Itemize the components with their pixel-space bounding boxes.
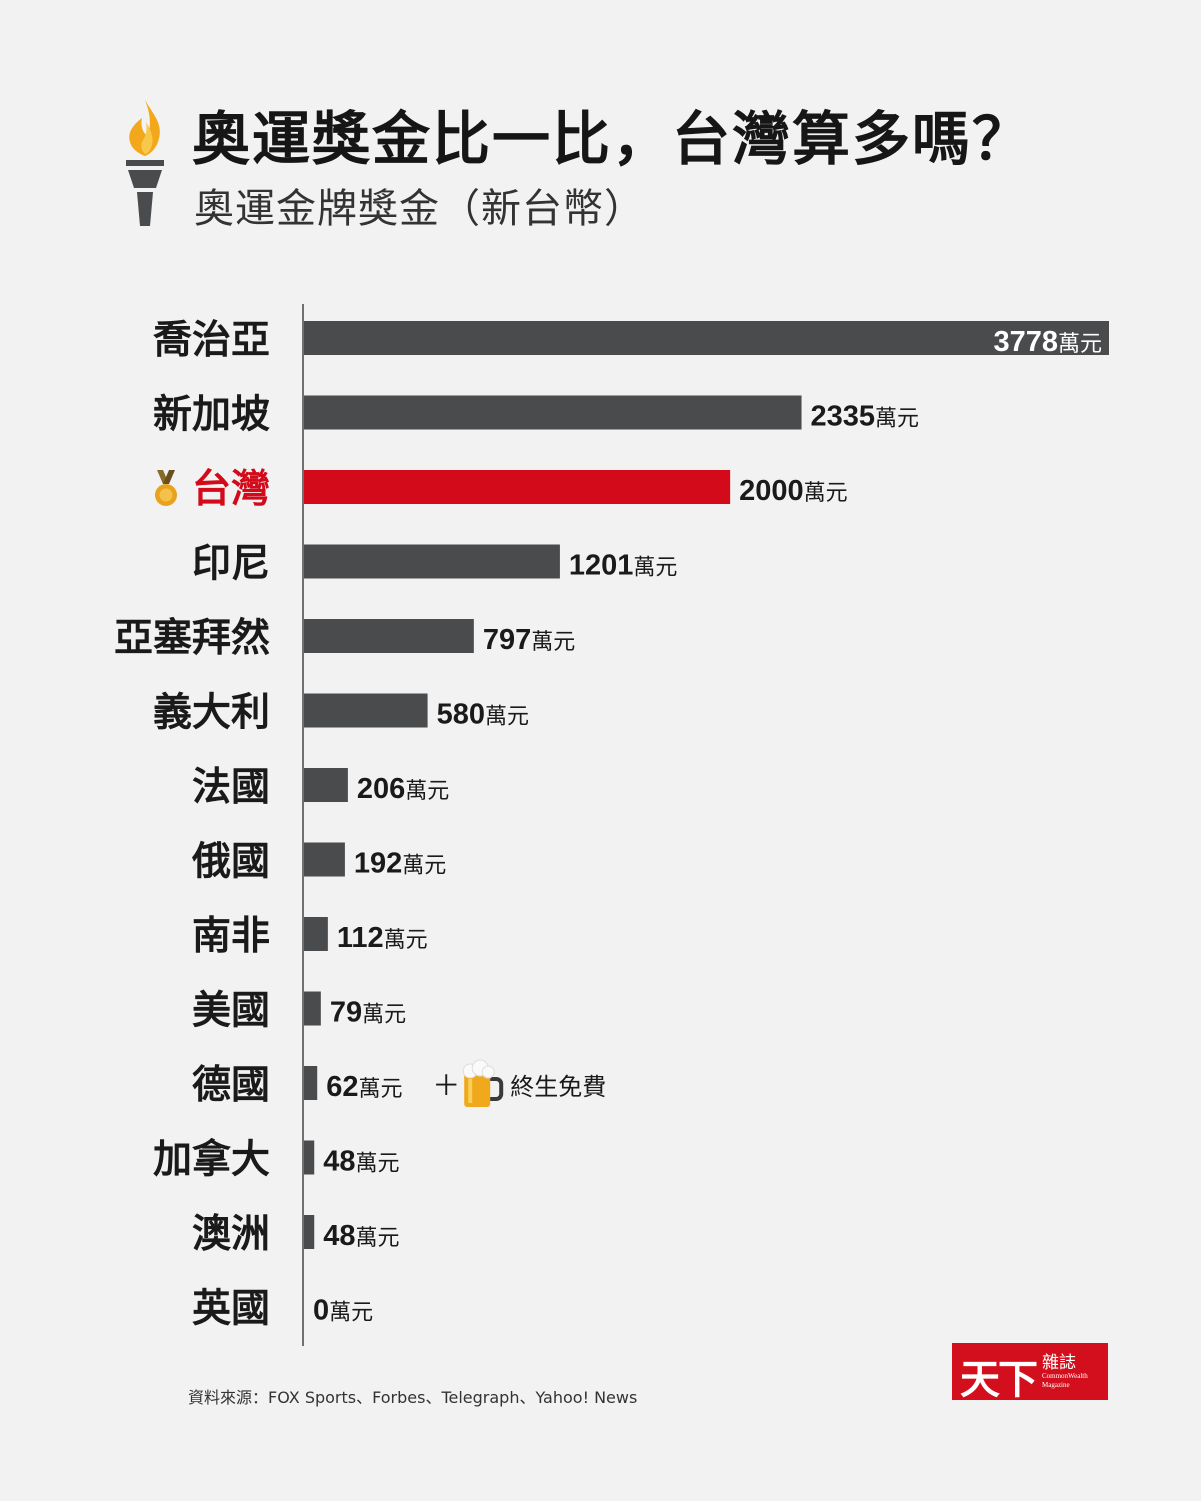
bar: [304, 619, 474, 653]
chart-subtitle: 奧運金牌獎金（新台幣）: [194, 186, 645, 232]
value-label: 79萬元: [330, 997, 406, 1029]
logo-sub-text: 雜誌: [1042, 1353, 1076, 1373]
annotation-text: 終生免費: [510, 1073, 606, 1101]
value-label: 2000萬元: [739, 475, 848, 507]
bar: [304, 991, 321, 1026]
category-label: 印尼: [192, 542, 270, 587]
value-label: 62萬元: [326, 1071, 402, 1103]
category-label: 喬治亞: [153, 318, 270, 363]
value-label: 112萬元: [337, 922, 428, 954]
category-label: 法國: [192, 765, 270, 810]
category-label: 台灣: [192, 467, 270, 512]
bar: [304, 768, 348, 802]
bar: [304, 470, 731, 504]
bar: [304, 1215, 315, 1249]
value-label: 206萬元: [357, 773, 449, 805]
bar: [304, 917, 328, 951]
value-label: 2335萬元: [811, 401, 920, 433]
value-label: 48萬元: [323, 1146, 399, 1178]
category-label: 美國: [192, 989, 270, 1034]
value-label: 192萬元: [354, 848, 446, 880]
category-label: 澳洲: [192, 1212, 270, 1257]
value-label: 3778萬元: [993, 326, 1102, 358]
value-label: 0萬元: [313, 1295, 373, 1327]
value-label: 1201萬元: [569, 550, 678, 582]
value-label: 580萬元: [437, 699, 529, 731]
logo-en-text: CommonWealth Magazine: [1042, 1372, 1088, 1389]
category-label: 南非: [192, 914, 270, 959]
category-label: 加拿大: [153, 1138, 270, 1183]
source-note: 資料來源：FOX Sports、Forbes、Telegraph、Yahoo! …: [188, 1388, 638, 1407]
bar: [304, 1140, 315, 1175]
plus-sign: ＋: [432, 1069, 460, 1102]
chart-title: 奧運獎金比一比，台灣算多嗎？: [192, 105, 1033, 173]
logo-main-text: 天下: [960, 1356, 1038, 1403]
beer-mug-icon: [462, 1059, 504, 1107]
category-label: 新加坡: [153, 393, 270, 438]
medal-icon: [155, 470, 177, 506]
bar: [304, 544, 560, 579]
publisher-logo: 天下 雜誌 CommonWealth Magazine: [952, 1343, 1108, 1403]
category-label: 英國: [192, 1287, 270, 1332]
bar: [304, 395, 802, 430]
bar: [304, 693, 428, 728]
category-label: 亞塞拜然: [114, 616, 270, 661]
category-label: 義大利: [153, 691, 270, 736]
bar: [304, 321, 1109, 355]
torch-icon: [126, 100, 164, 226]
category-label: 俄國: [191, 840, 270, 885]
value-label: 797萬元: [483, 624, 575, 656]
value-label: 48萬元: [323, 1220, 399, 1252]
bar: [304, 842, 345, 877]
bar: [304, 1066, 318, 1100]
category-label: 德國: [192, 1063, 270, 1108]
